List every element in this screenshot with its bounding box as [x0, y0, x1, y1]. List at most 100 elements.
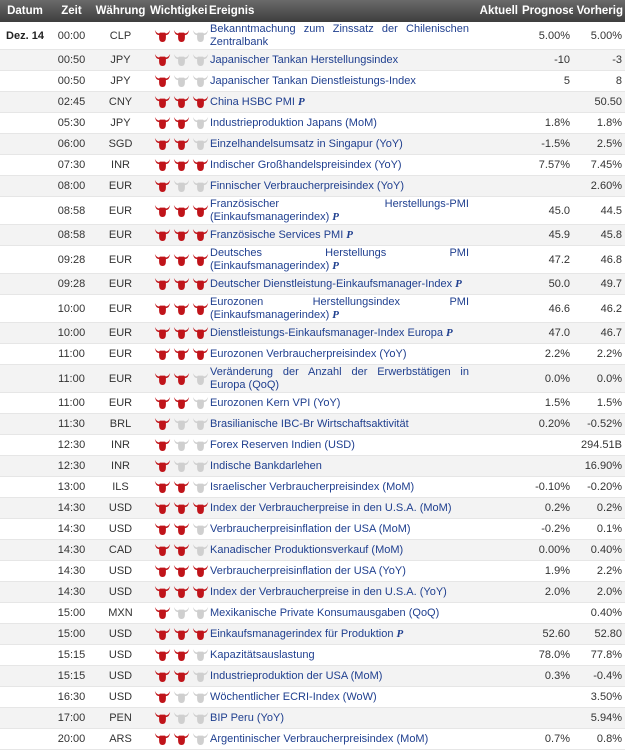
event-link[interactable]: Verbraucherpreisinflation der USA (YoY): [210, 564, 406, 577]
event-link[interactable]: Bekanntmachung zum Zinssatz der Chilenis…: [210, 22, 469, 48]
importance-cell: [148, 728, 209, 750]
event-link[interactable]: Französische Services PMI: [210, 228, 344, 241]
table-row[interactable]: 13:00 ILS Israelischer Verbraucherpreisind…: [0, 476, 625, 498]
table-row[interactable]: 09:28 EUR Deutsches Herstellungs PMI (Eink…: [0, 245, 625, 274]
event-link[interactable]: Eurozonen Verbraucherpreisindex (YoY): [210, 347, 407, 360]
importance-bull-inactive-icon: [192, 179, 209, 193]
table-row[interactable]: 20:00 ARS Argentinischer Verbraucherpreisi…: [0, 728, 625, 750]
importance-bull-icon: [173, 326, 190, 340]
event-link[interactable]: Mexikanische Private Konsumausgaben (QoQ…: [210, 606, 440, 619]
event-link[interactable]: Einzelhandelsumsatz in Singapur (YoY): [210, 137, 403, 150]
event-link[interactable]: Indischer Großhandelspreisindex (YoY): [210, 158, 402, 171]
forecast-cell: 47.2: [520, 245, 573, 274]
event-link[interactable]: Verbraucherpreisinflation der USA (MoM): [210, 522, 411, 535]
importance-cell: [148, 154, 209, 176]
event-link[interactable]: Index der Verbraucherpreise in den U.S.A…: [210, 501, 452, 514]
forecast-cell: [520, 602, 573, 624]
table-row[interactable]: 12:30 INR Forex Reserven Indien (USD) 294.5…: [0, 434, 625, 456]
event-link[interactable]: Industrieproduktion Japans (MoM): [210, 116, 377, 129]
importance-cell: [148, 434, 209, 456]
table-row[interactable]: 08:58 EUR Französische Services PMI P 45.9 45…: [0, 224, 625, 246]
table-row[interactable]: 11:00 EUR Eurozonen Kern VPI (YoY) 1.5% 1.5%: [0, 392, 625, 414]
event-link[interactable]: Eurozonen Kern VPI (YoY): [210, 396, 341, 409]
event-link[interactable]: Einkaufsmanagerindex für Produktion: [210, 627, 394, 640]
table-row[interactable]: 11:30 BRL Brasilianische IBC-Br Wirtschaft…: [0, 413, 625, 435]
date-cell: [0, 70, 50, 92]
actual-cell: [472, 294, 520, 323]
table-row[interactable]: 14:30 CAD Kanadischer Produktionsverkauf (…: [0, 539, 625, 561]
actual-cell: [472, 343, 520, 365]
event-link[interactable]: Französischer Herstellungs-PMI (Einkaufs…: [210, 197, 469, 223]
event-link[interactable]: Kapazitätsauslastung: [210, 648, 315, 661]
table-row[interactable]: 16:30 USD Wöchentlicher ECRI-Index (WoW) 3.…: [0, 686, 625, 708]
importance-bull-icon: [192, 228, 209, 242]
table-row[interactable]: 12:30 INR Indische Bankdarlehen 16.90%: [0, 455, 625, 477]
event-link[interactable]: Forex Reserven Indien (USD): [210, 438, 355, 451]
event-link[interactable]: Kanadischer Produktionsverkauf (MoM): [210, 543, 404, 556]
forecast-cell: 47.0: [520, 322, 573, 344]
previous-cell: 0.2%: [573, 497, 625, 519]
table-row[interactable]: 00:50 JPY Japanischer Tankan Dienstleistun…: [0, 70, 625, 92]
importance-bull-icon: [173, 372, 190, 386]
table-row[interactable]: 11:00 EUR Eurozonen Verbraucherpreisindex …: [0, 343, 625, 365]
header-prognose[interactable]: Prognose: [520, 0, 573, 22]
table-row[interactable]: 09:28 EUR Deutscher Dienstleistung-Einkauf…: [0, 273, 625, 295]
previous-cell: 46.7: [573, 322, 625, 344]
table-row[interactable]: 14:30 USD Verbraucherpreisinflation der US…: [0, 560, 625, 582]
table-row[interactable]: 15:00 MXN Mexikanische Private Konsumausga…: [0, 602, 625, 624]
table-row[interactable]: 14:30 USD Verbraucherpreisinflation der US…: [0, 518, 625, 540]
table-row[interactable]: 00:50 JPY Japanischer Tankan Herstellungsi…: [0, 49, 625, 71]
header-aktuell[interactable]: Aktuell: [472, 0, 520, 22]
table-row[interactable]: 11:00 EUR Veränderung der Anzahl der Erwer…: [0, 364, 625, 393]
forecast-cell: 52.60: [520, 623, 573, 645]
event-link[interactable]: Israelischer Verbraucherpreisindex (MoM): [210, 480, 415, 493]
table-row[interactable]: 17:00 PEN BIP Peru (YoY) 5.94%: [0, 707, 625, 729]
table-row[interactable]: 15:15 USD Industrieproduktion der USA (MoM…: [0, 665, 625, 687]
table-row[interactable]: 15:00 USD Einkaufsmanagerindex für Produkt…: [0, 623, 625, 645]
table-row[interactable]: 07:30 INR Indischer Großhandelspreisindex …: [0, 154, 625, 176]
table-row[interactable]: 08:58 EUR Französischer Herstellungs-PMI (…: [0, 196, 625, 225]
header-wichtigkeit[interactable]: Wichtigkeit: [148, 0, 207, 22]
event-link[interactable]: Dienstleistungs-Einkaufsmanager-Index Eu…: [210, 326, 443, 339]
header-datum[interactable]: Datum: [0, 0, 50, 22]
event-link[interactable]: Finnischer Verbraucherpreisindex (YoY): [210, 179, 405, 192]
header-ereignis[interactable]: Ereignis: [207, 0, 472, 22]
event-link[interactable]: Eurozonen Herstellungsindex PMI (Einkauf…: [210, 295, 469, 321]
header-waehrung[interactable]: Währung: [93, 0, 148, 22]
importance-bull-icon: [192, 95, 209, 109]
importance-cell: [148, 665, 209, 687]
table-row[interactable]: 10:00 EUR Dienstleistungs-Einkaufsmanager-…: [0, 322, 625, 344]
event-link[interactable]: Japanischer Tankan Herstellungsindex: [210, 53, 399, 66]
header-vorherig[interactable]: Vorherig: [573, 0, 625, 22]
event-link[interactable]: Deutscher Dienstleistung-Einkaufsmanager…: [210, 277, 453, 290]
event-link[interactable]: Argentinischer Verbraucherpreisindex (Mo…: [210, 732, 429, 745]
event-link[interactable]: Industrieproduktion der USA (MoM): [210, 669, 383, 682]
event-link[interactable]: Indische Bankdarlehen: [210, 459, 322, 472]
table-row[interactable]: 02:45 CNY China HSBC PMI P 50.50: [0, 91, 625, 113]
table-row[interactable]: 05:30 JPY Industrieproduktion Japans (MoM)…: [0, 112, 625, 134]
importance-cell: [148, 70, 209, 92]
importance-bull-icon: [173, 253, 190, 267]
table-row[interactable]: 15:15 USD Kapazitätsauslastung 78.0% 77.8%: [0, 644, 625, 666]
time-cell: 15:15: [50, 644, 93, 666]
header-zeit[interactable]: Zeit: [50, 0, 93, 22]
event-link[interactable]: Wöchentlicher ECRI-Index (WoW): [210, 690, 377, 703]
table-row[interactable]: 10:00 EUR Eurozonen Herstellungsindex PMI …: [0, 294, 625, 323]
event-link[interactable]: Veränderung der Anzahl der Erwerbstätige…: [210, 365, 469, 391]
previous-cell: 0.8%: [573, 728, 625, 750]
table-row[interactable]: 06:00 SGD Einzelhandelsumsatz in Singapur …: [0, 133, 625, 155]
event-link[interactable]: China HSBC PMI: [210, 95, 295, 108]
table-row[interactable]: 14:30 USD Index der Verbraucherpreise in d…: [0, 581, 625, 603]
importance-cell: [148, 518, 209, 540]
event-link[interactable]: Deutsches Herstellungs PMI (Einkaufsmana…: [210, 246, 469, 272]
time-cell: 12:30: [50, 434, 93, 456]
table-row[interactable]: 14:30 USD Index der Verbraucherpreise in d…: [0, 497, 625, 519]
event-link[interactable]: Index der Verbraucherpreise in den U.S.A…: [210, 585, 447, 598]
forecast-cell: 45.0: [520, 196, 573, 225]
event-link[interactable]: Japanischer Tankan Dienstleistungs-Index: [210, 74, 416, 87]
table-row[interactable]: 08:00 EUR Finnischer Verbraucherpreisindex…: [0, 175, 625, 197]
forecast-cell: 5.00%: [520, 22, 573, 50]
event-link[interactable]: Brasilianische IBC-Br Wirtschaftsaktivit…: [210, 417, 409, 430]
event-link[interactable]: BIP Peru (YoY): [210, 711, 284, 724]
table-row[interactable]: Dez. 14 00:00 CLP Bekanntmachung zum Zinssa…: [0, 22, 625, 50]
